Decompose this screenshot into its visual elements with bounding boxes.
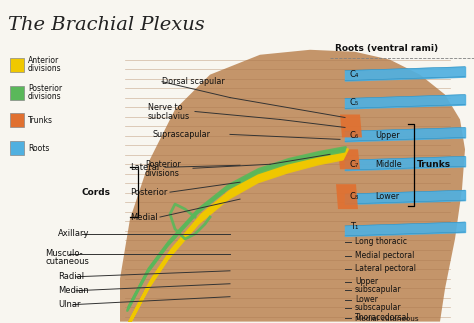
- Text: Posterior: Posterior: [28, 84, 62, 93]
- Bar: [10, 113, 24, 128]
- Text: Cords: Cords: [82, 188, 111, 197]
- Text: Radial: Radial: [58, 272, 84, 281]
- Text: Lower: Lower: [375, 192, 399, 201]
- Text: Roots: Roots: [28, 144, 49, 153]
- Bar: [10, 86, 24, 99]
- Polygon shape: [340, 114, 362, 137]
- Text: cutaneous: cutaneous: [45, 257, 89, 266]
- Text: divisions: divisions: [28, 64, 62, 73]
- Text: Upper: Upper: [375, 131, 400, 140]
- Text: Medial cutaneous: Medial cutaneous: [355, 316, 419, 322]
- Text: Anterior: Anterior: [28, 56, 59, 65]
- Bar: [10, 141, 24, 155]
- Text: Middle: Middle: [375, 160, 401, 169]
- Text: Medial pectoral: Medial pectoral: [355, 251, 414, 260]
- Text: Trunks: Trunks: [417, 160, 451, 169]
- Text: Trunks: Trunks: [28, 116, 53, 125]
- Text: Long thoracic: Long thoracic: [355, 237, 407, 246]
- Text: Lateral: Lateral: [130, 163, 159, 172]
- Text: C₇: C₇: [350, 160, 359, 169]
- Text: Posterior: Posterior: [145, 160, 181, 169]
- Text: C₆: C₆: [350, 131, 359, 140]
- Polygon shape: [336, 184, 358, 209]
- Text: Upper: Upper: [355, 277, 378, 286]
- Polygon shape: [338, 149, 360, 169]
- Text: Posterior: Posterior: [130, 188, 167, 197]
- Text: Dorsal scapular: Dorsal scapular: [162, 77, 225, 86]
- Text: Nerve to: Nerve to: [148, 103, 182, 112]
- Text: Lateral pectoral: Lateral pectoral: [355, 264, 416, 273]
- Polygon shape: [120, 50, 465, 322]
- Text: Roots (ventral rami): Roots (ventral rami): [335, 44, 438, 53]
- Text: divisions: divisions: [28, 92, 62, 101]
- Text: subclavius: subclavius: [148, 112, 190, 121]
- Text: C₈: C₈: [350, 192, 359, 201]
- Text: C₄: C₄: [350, 70, 359, 79]
- Text: The Brachial Plexus: The Brachial Plexus: [8, 16, 205, 34]
- Text: Median: Median: [58, 286, 89, 295]
- Text: subscapular: subscapular: [355, 285, 401, 294]
- Bar: [10, 58, 24, 72]
- Text: Lower: Lower: [355, 295, 378, 304]
- Text: subscapular: subscapular: [355, 303, 401, 312]
- Text: Thoracodorsal: Thoracodorsal: [355, 313, 410, 322]
- Text: T₁: T₁: [350, 223, 358, 232]
- Text: Suprascapular: Suprascapular: [153, 130, 211, 139]
- Text: C₅: C₅: [350, 98, 359, 107]
- Text: Ulnar: Ulnar: [58, 300, 81, 309]
- Text: divisions: divisions: [145, 169, 180, 178]
- Text: Axillary: Axillary: [58, 229, 90, 238]
- Text: Medial: Medial: [130, 213, 158, 222]
- Text: Musculo-: Musculo-: [45, 249, 82, 258]
